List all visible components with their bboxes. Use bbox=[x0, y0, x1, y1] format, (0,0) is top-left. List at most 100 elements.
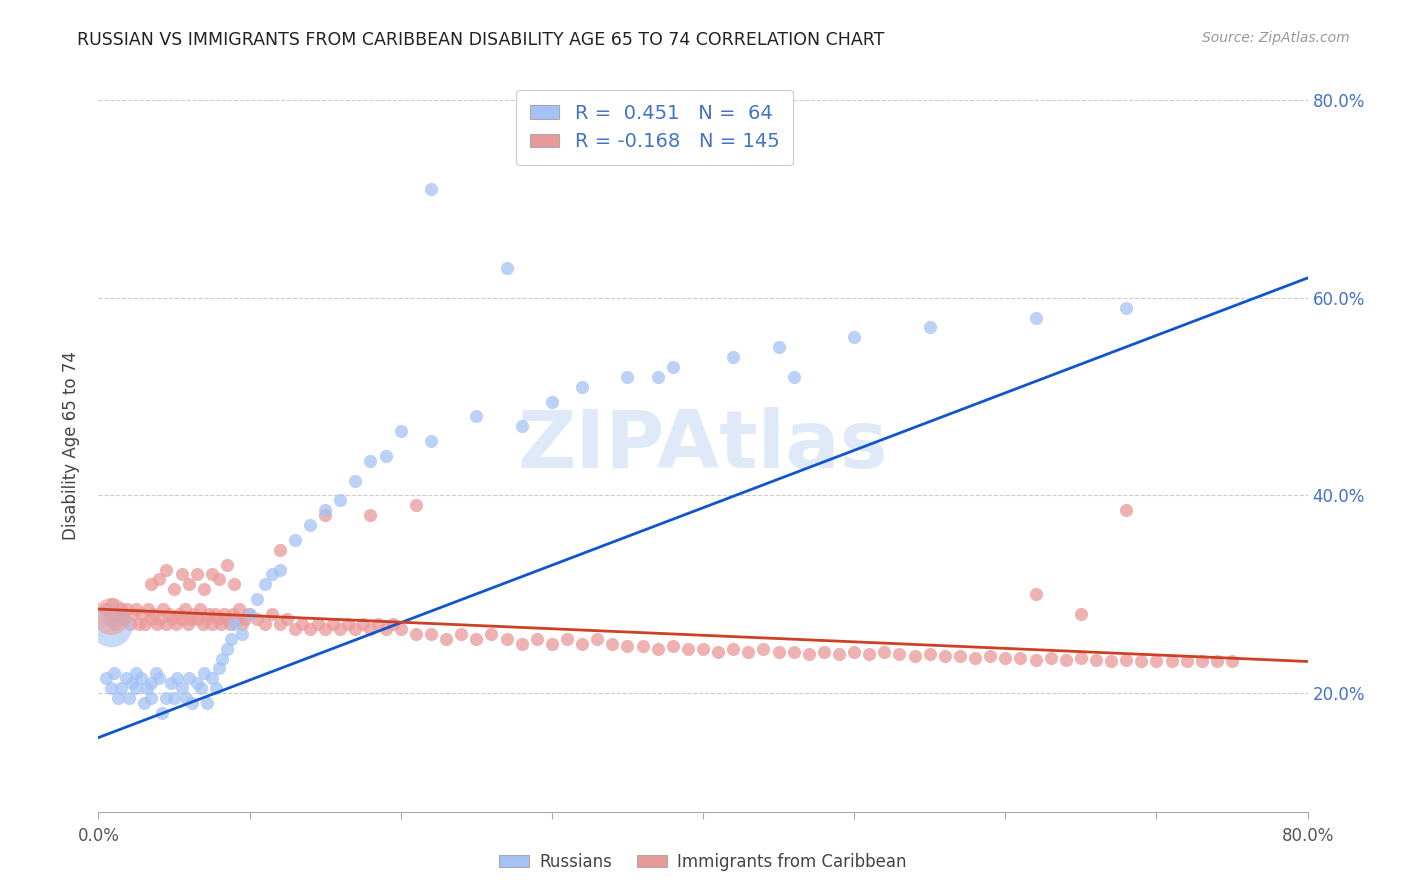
Point bbox=[420, 627, 443, 641]
Y-axis label: Disability Age 65 to 74: Disability Age 65 to 74 bbox=[62, 351, 80, 541]
Point bbox=[783, 644, 806, 658]
Point bbox=[125, 666, 148, 681]
Legend: R =  0.451   N =  64, R = -0.168   N = 145: R = 0.451 N = 64, R = -0.168 N = 145 bbox=[516, 90, 793, 165]
Point bbox=[994, 650, 1017, 665]
Point bbox=[149, 612, 172, 626]
Point bbox=[163, 582, 186, 597]
Point bbox=[201, 671, 224, 685]
Point bbox=[367, 616, 389, 631]
Point bbox=[647, 641, 669, 656]
Point bbox=[100, 609, 122, 624]
Point bbox=[114, 671, 136, 685]
Point bbox=[173, 602, 195, 616]
Point bbox=[844, 644, 866, 658]
Point bbox=[1099, 655, 1122, 669]
Point bbox=[352, 616, 374, 631]
Point bbox=[389, 424, 412, 438]
Point bbox=[510, 419, 533, 434]
Point bbox=[269, 542, 291, 557]
Point bbox=[344, 474, 367, 488]
Legend: Russians, Immigrants from Caribbean: Russians, Immigrants from Caribbean bbox=[491, 845, 915, 880]
Point bbox=[195, 696, 218, 710]
Point bbox=[571, 637, 593, 651]
Point bbox=[146, 616, 169, 631]
Point bbox=[495, 261, 517, 276]
Point bbox=[934, 648, 956, 663]
Point bbox=[510, 637, 533, 651]
Point bbox=[183, 607, 205, 621]
Point bbox=[1115, 301, 1137, 315]
Point bbox=[1220, 655, 1243, 669]
Point bbox=[360, 622, 382, 636]
Point bbox=[979, 648, 1001, 663]
Point bbox=[194, 612, 217, 626]
Point bbox=[1024, 652, 1046, 666]
Point bbox=[160, 676, 183, 690]
Point bbox=[723, 350, 745, 364]
Point bbox=[1144, 655, 1167, 669]
Point bbox=[141, 612, 163, 626]
Point bbox=[329, 493, 352, 508]
Point bbox=[215, 558, 238, 572]
Point bbox=[215, 641, 238, 656]
Point bbox=[121, 676, 143, 690]
Point bbox=[495, 632, 517, 646]
Point bbox=[360, 508, 382, 523]
Point bbox=[193, 666, 215, 681]
Point bbox=[107, 607, 129, 621]
Point bbox=[1039, 650, 1062, 665]
Point bbox=[262, 567, 284, 582]
Point bbox=[118, 691, 141, 706]
Point bbox=[307, 616, 329, 631]
Point bbox=[170, 567, 193, 582]
Point bbox=[150, 706, 173, 720]
Point bbox=[299, 518, 322, 533]
Point bbox=[224, 616, 246, 631]
Point bbox=[103, 666, 125, 681]
Point bbox=[291, 616, 314, 631]
Point bbox=[1024, 310, 1046, 325]
Point bbox=[374, 449, 396, 463]
Point bbox=[143, 607, 166, 621]
Point bbox=[98, 612, 121, 626]
Point bbox=[1206, 655, 1229, 669]
Point bbox=[723, 641, 745, 656]
Point bbox=[100, 681, 122, 695]
Point bbox=[125, 681, 148, 695]
Point bbox=[631, 639, 654, 653]
Point bbox=[1115, 503, 1137, 517]
Point bbox=[239, 607, 262, 621]
Point bbox=[1010, 650, 1032, 665]
Point bbox=[797, 647, 820, 661]
Point bbox=[141, 577, 163, 591]
Point bbox=[1085, 652, 1108, 666]
Text: Source: ZipAtlas.com: Source: ZipAtlas.com bbox=[1202, 31, 1350, 45]
Point bbox=[122, 607, 145, 621]
Point bbox=[692, 641, 714, 656]
Point bbox=[181, 696, 204, 710]
Point bbox=[949, 648, 972, 663]
Point bbox=[141, 676, 163, 690]
Point bbox=[1115, 652, 1137, 666]
Point bbox=[828, 647, 851, 661]
Point bbox=[104, 616, 127, 631]
Point bbox=[222, 607, 245, 621]
Point bbox=[224, 577, 246, 591]
Point bbox=[314, 508, 336, 523]
Point bbox=[148, 573, 170, 587]
Point bbox=[186, 612, 208, 626]
Point bbox=[382, 616, 405, 631]
Point bbox=[162, 612, 184, 626]
Point bbox=[253, 577, 276, 591]
Point bbox=[434, 632, 457, 646]
Point bbox=[94, 602, 117, 616]
Point bbox=[188, 602, 211, 616]
Point bbox=[965, 650, 987, 665]
Point bbox=[170, 681, 193, 695]
Point bbox=[389, 622, 412, 636]
Point bbox=[616, 639, 638, 653]
Point bbox=[159, 607, 181, 621]
Point bbox=[197, 607, 219, 621]
Point bbox=[209, 616, 232, 631]
Point bbox=[231, 627, 253, 641]
